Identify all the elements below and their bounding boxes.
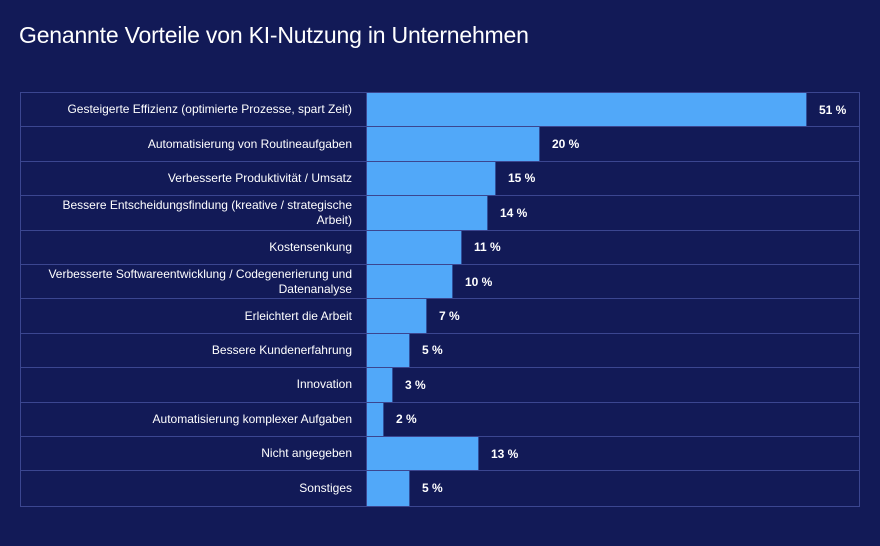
category-label: Automatisierung komplexer Aufgaben [21, 402, 367, 436]
bar-cell: 13 % [367, 436, 859, 471]
bar [367, 333, 410, 368]
data-label: 20 % [552, 137, 580, 152]
bar [367, 299, 427, 333]
bar [367, 93, 807, 127]
bar [367, 161, 496, 196]
chart-row: Automatisierung komplexer Aufgaben 2 % [21, 402, 859, 437]
data-label: 51 % [819, 102, 847, 117]
chart-row: Automatisierung von Routineaufgaben 20 % [21, 127, 859, 162]
chart-row: Bessere Entscheidungsfindung (kreative /… [21, 196, 859, 231]
data-label: 11 % [474, 240, 501, 255]
bar-cell: 14 % [367, 196, 859, 230]
category-label: Gesteigerte Effizienz (optimierte Prozes… [21, 93, 367, 127]
category-label: Erleichtert die Arbeit [21, 299, 367, 333]
category-label: Automatisierung von Routineaufgaben [21, 127, 367, 161]
bar [367, 471, 410, 506]
bar [367, 196, 488, 230]
data-label: 10 % [465, 274, 493, 289]
category-label: Verbesserte Produktivität / Umsatz [21, 161, 367, 196]
bar-cell: 2 % [367, 402, 859, 436]
bar-cell: 20 % [367, 127, 859, 161]
category-label: Sonstiges [21, 471, 367, 506]
data-label: 14 % [500, 205, 528, 220]
data-label: 7 % [439, 309, 460, 324]
chart-row: Verbesserte Softwareentwicklung / Codege… [21, 264, 859, 300]
bar-cell: 3 % [367, 368, 859, 402]
category-label: Nicht angegeben [21, 436, 367, 471]
bar-cell: 51 % [367, 93, 859, 127]
chart-row: Innovation 3 % [21, 368, 859, 403]
bar [367, 264, 453, 299]
chart-row: Sonstiges 5 % [21, 471, 859, 506]
bar [367, 402, 384, 436]
bar-cell: 10 % [367, 264, 859, 299]
chart-row: Erleichtert die Arbeit 7 % [21, 299, 859, 334]
bar [367, 230, 462, 264]
bar-chart-table: Gesteigerte Effizienz (optimierte Prozes… [20, 92, 860, 507]
chart-row: Verbesserte Produktivität / Umsatz 15 % [21, 161, 859, 197]
chart-row: Kostensenkung 11 % [21, 230, 859, 265]
bar-cell: 5 % [367, 333, 859, 368]
data-label: 3 % [405, 377, 426, 392]
bar-cell: 11 % [367, 230, 859, 264]
chart-row: Gesteigerte Effizienz (optimierte Prozes… [21, 93, 859, 128]
data-label: 13 % [491, 446, 519, 461]
chart-title: Genannte Vorteile von KI-Nutzung in Unte… [19, 22, 529, 48]
bar-cell: 15 % [367, 161, 859, 196]
bar-cell: 7 % [367, 299, 859, 333]
chart-row: Bessere Kundenerfahrung 5 % [21, 333, 859, 369]
category-label: Bessere Kundenerfahrung [21, 333, 367, 368]
category-label: Kostensenkung [21, 230, 367, 264]
bar-cell: 5 % [367, 471, 859, 506]
category-label: Verbesserte Softwareentwicklung / Codege… [21, 264, 367, 299]
bar [367, 127, 540, 161]
category-label: Innovation [21, 368, 367, 402]
chart-row: Nicht angegeben 13 % [21, 436, 859, 472]
category-label: Bessere Entscheidungsfindung (kreative /… [21, 196, 367, 230]
data-label: 5 % [422, 343, 443, 358]
data-label: 5 % [422, 481, 443, 496]
data-label: 15 % [508, 171, 536, 186]
bar [367, 368, 393, 402]
bar [367, 436, 479, 471]
data-label: 2 % [396, 412, 417, 427]
